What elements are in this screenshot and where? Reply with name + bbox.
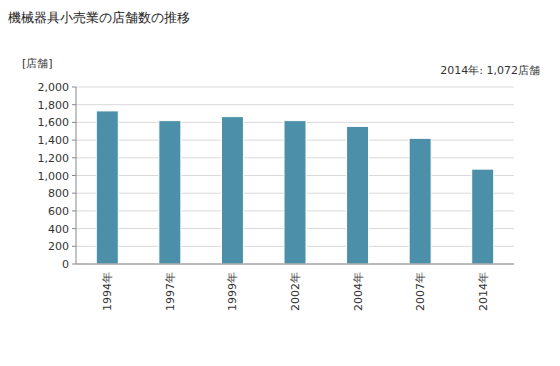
y-label: [店舗]: [22, 57, 53, 70]
tick-mark: [72, 228, 76, 229]
category-label: 1999年: [226, 272, 239, 311]
bar: [284, 121, 306, 264]
tick-mark: [72, 175, 76, 176]
tick-mark: [72, 87, 76, 88]
bar: [159, 121, 181, 264]
x-axis: [76, 264, 514, 265]
tick-mark: [72, 157, 76, 158]
tick-mark: [72, 140, 76, 141]
tick-mark: [72, 264, 76, 265]
bar: [221, 117, 243, 264]
bar: [472, 169, 494, 264]
bars: [96, 111, 493, 264]
tick-mark: [72, 193, 76, 194]
category-label: 2004年: [352, 272, 365, 311]
chart: 機械器具小売業の店舗数の推移 [店舗] 2014年: 1,072店舗 0 200 400 6…: [0, 0, 560, 366]
grid-line: [76, 264, 514, 265]
bar: [96, 111, 118, 264]
tick-label: 1,600: [38, 116, 70, 129]
category-label: 2007年: [414, 272, 427, 311]
tick-label: 400: [48, 223, 69, 236]
tick-label: 1,200: [38, 152, 70, 165]
tick-mark: [72, 210, 76, 211]
tick-label: 1,400: [38, 134, 70, 147]
tick-label: 2,000: [38, 81, 70, 94]
title: 機械器具小売業の店舗数の推移: [8, 10, 190, 25]
category-label: 1997年: [164, 272, 177, 311]
grid-line: [76, 104, 514, 105]
tick-mark: [72, 246, 76, 247]
grid-line: [76, 87, 514, 88]
bar: [347, 126, 369, 264]
tick-label: 200: [48, 240, 69, 253]
tick-label: 800: [48, 187, 69, 200]
category-label: 2002年: [289, 272, 302, 311]
tick-label: 600: [48, 205, 69, 218]
category-label: 2014年: [477, 272, 490, 311]
tick-mark: [72, 122, 76, 123]
bar: [409, 138, 431, 264]
category-label: 1994年: [101, 272, 114, 311]
tick-label: 1,000: [38, 170, 70, 183]
y-axis: [76, 87, 77, 264]
tick-label: 1,800: [38, 99, 70, 112]
annotation: 2014年: 1,072店舗: [440, 64, 540, 77]
tick-mark: [72, 104, 76, 105]
tick-label: 0: [62, 258, 69, 271]
